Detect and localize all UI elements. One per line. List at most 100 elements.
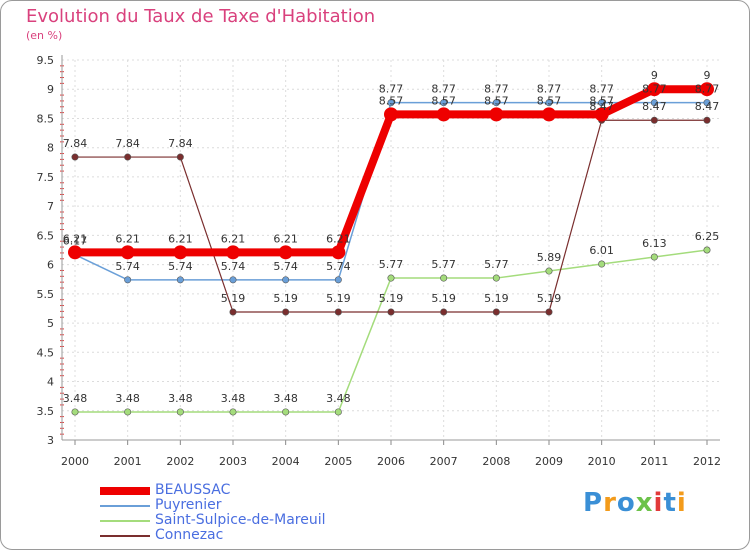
data-label-beaussac: 6.21: [221, 232, 246, 245]
data-label-connezac: 8.47: [589, 100, 614, 113]
series-group: [68, 82, 714, 416]
y-tick-label: 5: [47, 317, 54, 330]
data-label-saint-sulpice-de-mareuil: 5.77: [431, 258, 456, 271]
data-label-connezac: 7.84: [63, 137, 88, 150]
data-point-beaussac: [226, 245, 240, 260]
data-label-puyrenier: 5.74: [221, 260, 246, 273]
logo-letter: i: [653, 488, 664, 518]
x-tick-label: 2001: [114, 455, 142, 468]
data-label-saint-sulpice-de-mareuil: 3.48: [115, 392, 140, 405]
data-label-puyrenier: 5.74: [326, 260, 351, 273]
data-label-beaussac: 8.57: [537, 94, 562, 107]
axes: 3 3.5 4 4.5 5 5.5 6 6.5 7 7.5 8 8.5 9 9.5 2000 2001 2002…: [37, 54, 722, 468]
data-label-beaussac: 8.57: [379, 94, 404, 107]
data-point-saint-sulpice-de-mareuil: [545, 267, 553, 275]
data-label-beaussac: 8.57: [589, 94, 614, 107]
data-point-puyrenier: [334, 276, 342, 284]
data-labels-group: 3.48 3.48 3.48 3.48 3.48 3.48 5.77 5.77 5.77 5.89…: [63, 69, 720, 405]
data-point-connezac: [387, 308, 395, 316]
data-label-connezac: 7.84: [168, 137, 193, 150]
data-point-beaussac: [436, 107, 451, 122]
y-tick-label: 9.5: [37, 54, 55, 67]
data-point-saint-sulpice-de-mareuil: [440, 274, 448, 282]
data-label-puyrenier: 6.17: [63, 235, 88, 248]
logo-letter: t: [663, 488, 677, 518]
legend-label: Connezac: [155, 527, 224, 543]
data-point-beaussac: [700, 82, 714, 97]
data-point-puyrenier: [492, 99, 500, 107]
legend-swatch: [100, 519, 150, 522]
data-label-connezac: 8.47: [695, 100, 720, 113]
legend-label: Puyrenier: [155, 497, 222, 513]
data-label-puyrenier: 8.77: [379, 83, 404, 96]
data-label-puyrenier: 8.77: [484, 83, 509, 96]
data-label-puyrenier: 8.77: [695, 83, 720, 96]
logo-letter: i: [676, 488, 687, 518]
data-label-saint-sulpice-de-mareuil: 6.13: [642, 237, 667, 250]
data-label-beaussac: 9: [651, 69, 658, 82]
data-point-puyrenier: [387, 99, 395, 107]
data-label-saint-sulpice-de-mareuil: 6.01: [589, 244, 614, 257]
data-label-puyrenier: 5.74: [168, 260, 193, 273]
y-tick-label: 3: [47, 434, 54, 447]
data-point-puyrenier: [124, 276, 132, 284]
legend-swatch: [100, 504, 150, 507]
data-label-beaussac: 6.21: [63, 232, 88, 245]
data-point-saint-sulpice-de-mareuil: [282, 408, 290, 416]
data-point-connezac: [440, 308, 448, 316]
y-tick-label: 4: [47, 376, 54, 389]
data-label-saint-sulpice-de-mareuil: 3.48: [221, 392, 246, 405]
data-point-puyrenier: [703, 99, 711, 107]
data-label-puyrenier: 8.77: [431, 83, 456, 96]
logo-letter: x: [635, 488, 654, 518]
y-tick-label: 3.5: [37, 405, 55, 418]
data-point-beaussac: [68, 245, 82, 260]
data-point-saint-sulpice-de-mareuil: [387, 274, 395, 282]
data-label-saint-sulpice-de-mareuil: 3.48: [273, 392, 298, 405]
data-label-connezac: 5.19: [221, 292, 246, 305]
legend-item-saint-sulpice-de-mareuil: Saint-Sulpice-de-Mareuil: [100, 513, 325, 528]
data-label-connezac: 5.19: [379, 292, 404, 305]
data-point-puyrenier: [545, 99, 553, 107]
x-tick-label: 2007: [430, 455, 458, 468]
logo-letter: r: [603, 488, 617, 518]
data-point-beaussac: [384, 107, 398, 122]
x-tick-label: 2006: [377, 455, 405, 468]
data-point-saint-sulpice-de-mareuil: [650, 253, 658, 261]
data-label-saint-sulpice-de-mareuil: 3.48: [168, 392, 193, 405]
data-point-beaussac: [647, 82, 662, 97]
x-tick-label: 2012: [693, 455, 721, 468]
data-point-connezac: [176, 153, 184, 161]
data-point-connezac: [650, 116, 658, 124]
data-label-beaussac: 6.21: [273, 232, 298, 245]
legend-item-beaussac: BEAUSSAC: [100, 483, 325, 498]
data-point-connezac: [124, 153, 132, 161]
y-tick-label: 4.5: [37, 346, 55, 359]
data-point-beaussac: [489, 107, 504, 122]
data-label-saint-sulpice-de-mareuil: 5.77: [379, 258, 404, 271]
y-axis-unit-label: (en %): [26, 29, 63, 42]
data-point-connezac: [282, 308, 290, 316]
y-tick-label: 8: [47, 142, 54, 155]
legend-label: Saint-Sulpice-de-Mareuil: [155, 512, 326, 528]
x-tick-label: 2000: [61, 455, 89, 468]
data-point-beaussac: [173, 245, 188, 260]
data-point-saint-sulpice-de-mareuil: [334, 408, 342, 416]
legend-swatch: [100, 486, 150, 495]
data-label-puyrenier: 8.77: [642, 83, 667, 96]
data-label-connezac: 7.84: [115, 137, 140, 150]
proxiti-logo: Proxiti: [583, 488, 687, 518]
data-label-connezac: 5.19: [431, 292, 456, 305]
x-tick-label: 2008: [482, 455, 510, 468]
x-tick-label: 2003: [219, 455, 247, 468]
data-point-beaussac: [542, 107, 556, 122]
legend-item-connezac: Connezac: [100, 528, 325, 543]
legend-swatch: [100, 534, 150, 537]
legend-label: BEAUSSAC: [155, 482, 231, 498]
data-point-connezac: [229, 308, 237, 316]
data-label-puyrenier: 5.74: [273, 260, 298, 273]
data-point-saint-sulpice-de-mareuil: [71, 408, 79, 416]
data-label-beaussac: 6.21: [115, 232, 140, 245]
x-tick-label: 2009: [535, 455, 563, 468]
